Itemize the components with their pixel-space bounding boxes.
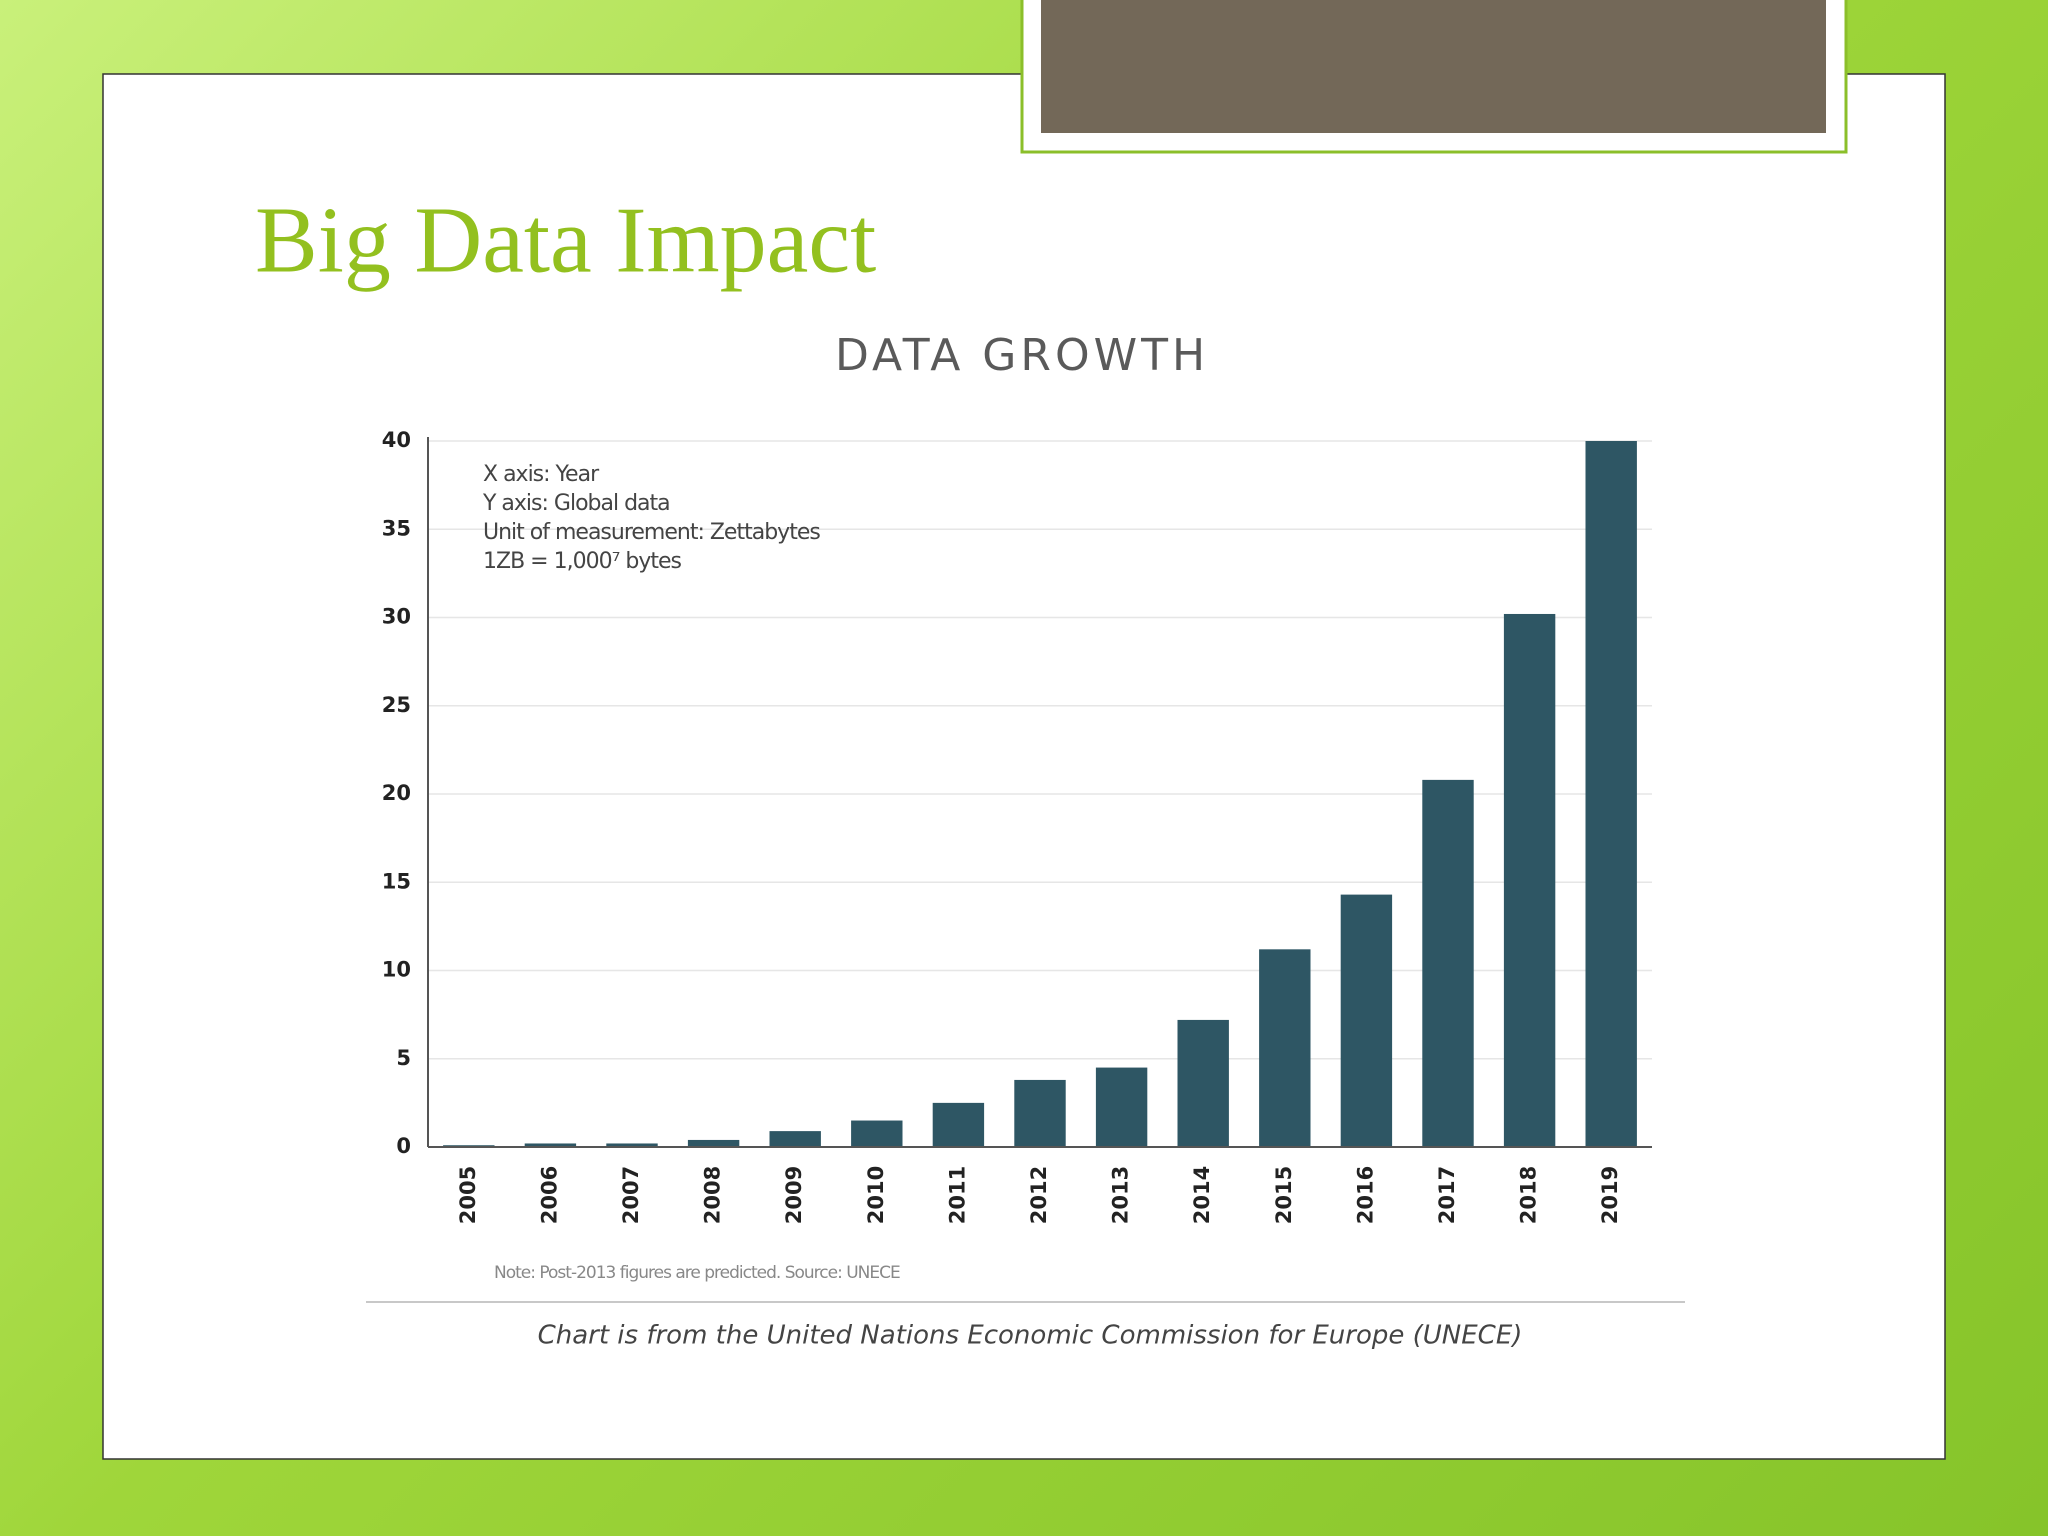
bar (932, 1102, 985, 1147)
x-tick-label: 2016 (1353, 1166, 1377, 1224)
header-block (1041, 0, 1826, 133)
x-tick-label: 2006 (537, 1166, 561, 1224)
x-tick-label: 2010 (864, 1166, 888, 1224)
bar (1503, 613, 1556, 1147)
chart-title: DATA GROWTH (835, 330, 1209, 381)
y-tick-label: 35 (382, 516, 411, 540)
x-tick-label: 2008 (701, 1166, 725, 1224)
x-tick-label: 2019 (1598, 1166, 1622, 1224)
y-tick-label: 10 (382, 958, 411, 982)
bar (1259, 949, 1311, 1147)
y-tick-label: 20 (382, 781, 411, 805)
bar (1014, 1079, 1066, 1147)
bar (1422, 779, 1474, 1147)
annotation: Unit of measurement: Zettabytes (483, 520, 820, 545)
slide-panel (102, 73, 1946, 1460)
annotation: 1ZB = 1,000⁷ bytes (483, 549, 682, 574)
y-tick-label: 40 (382, 428, 411, 452)
x-tick-label: 2005 (456, 1166, 480, 1224)
annotation: Y axis: Global data (482, 491, 670, 516)
y-tick-label: 0 (396, 1134, 411, 1158)
bar (769, 1131, 821, 1147)
x-tick-label: 2014 (1190, 1166, 1214, 1224)
annotation: X axis: Year (483, 462, 600, 487)
x-tick-label: 2017 (1435, 1166, 1459, 1224)
bar (1585, 441, 1637, 1147)
y-tick-label: 5 (396, 1046, 411, 1070)
x-tick-label: 2007 (619, 1166, 643, 1224)
bar (1177, 1019, 1229, 1147)
chart-note: Note: Post-2013 figures are predicted. S… (494, 1263, 900, 1283)
x-tick-label: 2013 (1109, 1166, 1133, 1224)
y-tick-label: 25 (382, 693, 411, 717)
y-tick-label: 30 (382, 605, 411, 629)
bar (687, 1139, 740, 1147)
bar (1095, 1067, 1148, 1147)
bar (524, 1143, 577, 1147)
x-tick-label: 2015 (1272, 1166, 1296, 1224)
bar (1340, 894, 1393, 1147)
slide-title: Big Data Impact (255, 189, 876, 293)
x-tick-label: 2009 (782, 1166, 806, 1224)
x-tick-label: 2018 (1517, 1166, 1541, 1224)
x-tick-label: 2012 (1027, 1166, 1051, 1224)
y-tick-label: 15 (382, 869, 411, 893)
chart-caption: Chart is from the United Nations Economi… (538, 1321, 1523, 1351)
bar (851, 1120, 903, 1147)
bar (606, 1143, 658, 1147)
x-tick-label: 2011 (945, 1166, 969, 1224)
